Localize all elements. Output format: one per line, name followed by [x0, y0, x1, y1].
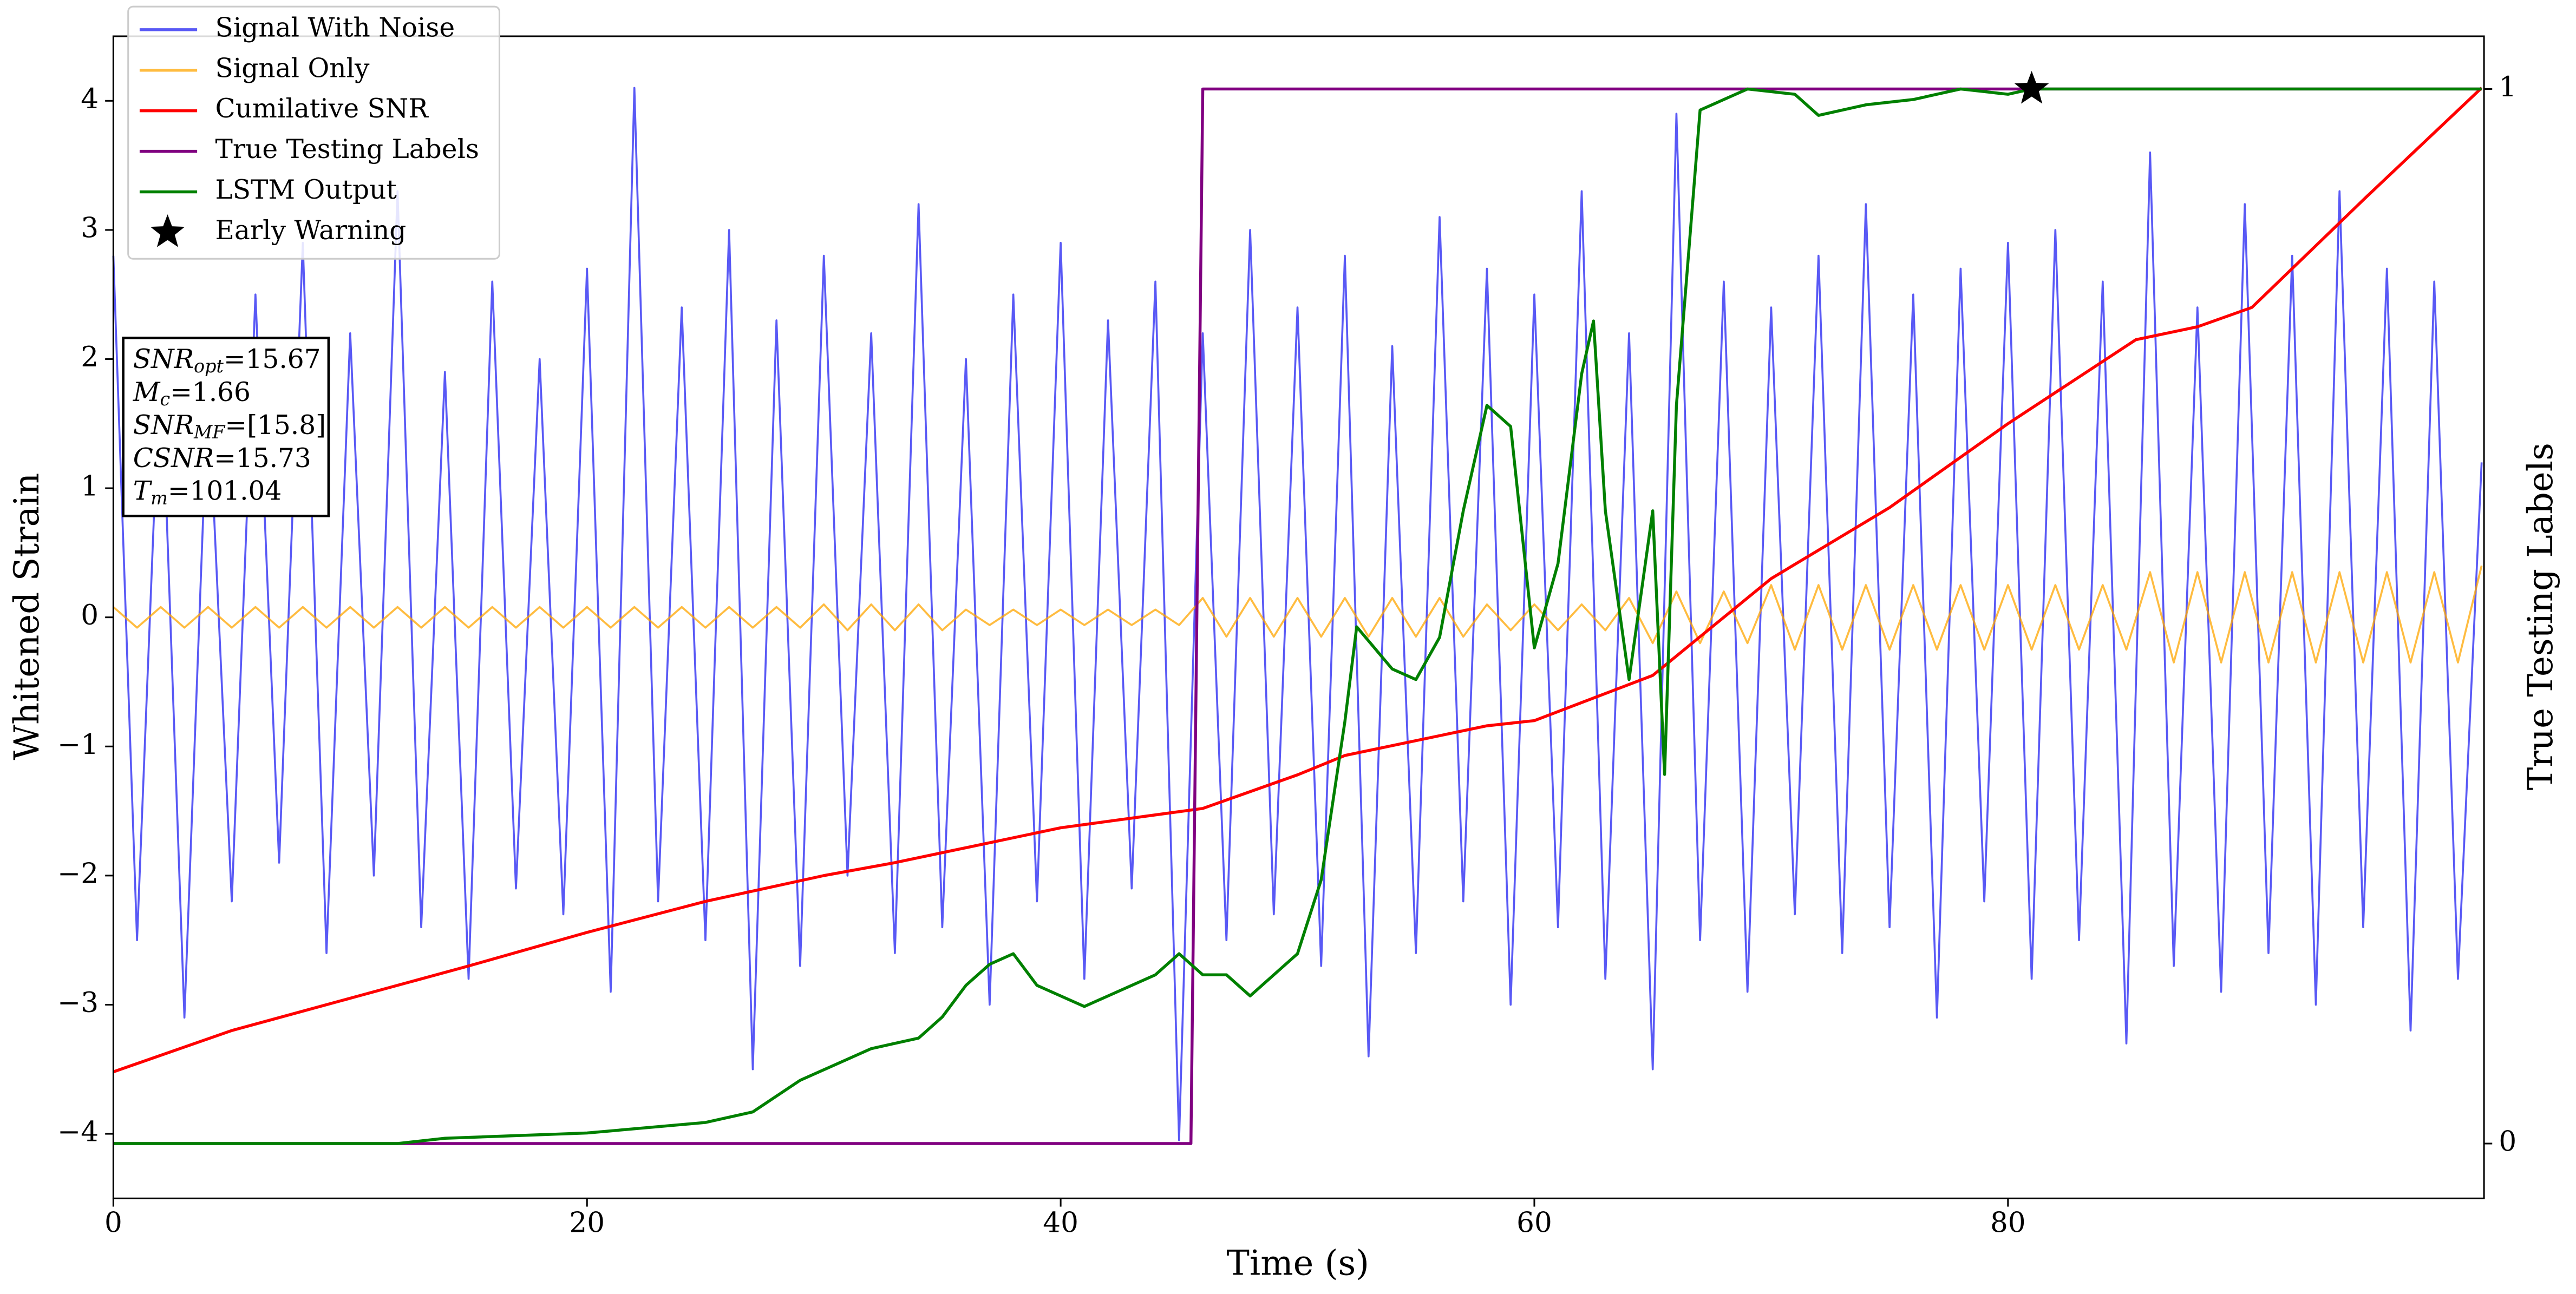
annotation-subscript: MF [193, 422, 226, 443]
annotation-symbol: SNR [133, 410, 194, 440]
annotation-text: =[15.8] [225, 410, 326, 440]
annotation: SNRopt=15.67Mc=1.66SNRMF=[15.8]CSNR=15.7… [122, 337, 330, 517]
annotation-text: =101.04 [168, 476, 282, 506]
early-warning-marker [2014, 70, 2049, 104]
legend-label: LSTM Output [215, 175, 397, 205]
legend-label: Cumilative SNR [215, 94, 429, 124]
x-tick-label: 60 [1516, 1207, 1552, 1239]
legend-label: Signal Only [215, 53, 370, 83]
annotation-subscript: opt [194, 356, 224, 377]
annotation-symbol: CSNR [133, 443, 214, 473]
annotation-subscript: m [151, 488, 168, 509]
annotation-line: SNRMF=[15.8] [133, 410, 326, 443]
annotation-box [122, 337, 330, 517]
y2-tick-label: 1 [2499, 71, 2516, 103]
annotation-symbol: M [133, 377, 161, 407]
legend-box [127, 5, 500, 260]
annotation-line: SNRopt=15.67 [133, 344, 321, 377]
y-tick-label: −4 [57, 1115, 99, 1148]
series-line [113, 87, 2483, 1074]
series-line [113, 87, 2482, 1145]
legend-label: True Testing Labels [215, 134, 479, 165]
series-line [112, 87, 2483, 1141]
annotation-line: Tm=101.04 [133, 476, 282, 509]
y-tick-label: 0 [81, 599, 99, 632]
x-tick-label: 80 [1990, 1207, 2026, 1239]
series-line [113, 565, 2483, 664]
plot-area [112, 70, 2483, 1145]
series-line [113, 87, 2482, 1145]
legend-label: Signal With Noise [215, 12, 455, 43]
annotation-subscript: c [160, 389, 170, 410]
x-axis-label: Time (s) [1226, 1244, 1369, 1284]
y-axis-label: Whitened Strain [7, 473, 47, 760]
annotation-symbol: T [133, 476, 153, 506]
annotation-text: =15.73 [214, 443, 311, 473]
y-tick-label: 4 [81, 83, 99, 115]
annotation-line: CSNR=15.73 [133, 443, 311, 473]
legend-marker [150, 214, 185, 247]
y2-axis-label: True Testing Labels [2521, 443, 2561, 790]
y-tick-label: 1 [81, 470, 99, 503]
y-tick-label: −3 [57, 987, 99, 1019]
legend-label: Early Warning [215, 215, 407, 246]
annotation-text: =15.67 [224, 344, 321, 374]
y-tick-label: 2 [81, 341, 99, 373]
x-tick-label: 20 [569, 1207, 605, 1239]
legend: Signal With Noise Signal Only Cumilative S… [127, 5, 500, 260]
annotation-text: =1.66 [170, 377, 251, 407]
y-tick-label: 3 [81, 212, 99, 244]
y2-tick-label: 0 [2499, 1125, 2516, 1158]
y-tick-label: −1 [57, 728, 99, 761]
x-tick-label: 0 [104, 1207, 122, 1239]
annotation-symbol: SNR [133, 344, 194, 374]
y-tick-label: −2 [57, 857, 99, 890]
annotation-line: Mc=1.66 [133, 377, 251, 410]
x-tick-label: 40 [1043, 1207, 1078, 1239]
